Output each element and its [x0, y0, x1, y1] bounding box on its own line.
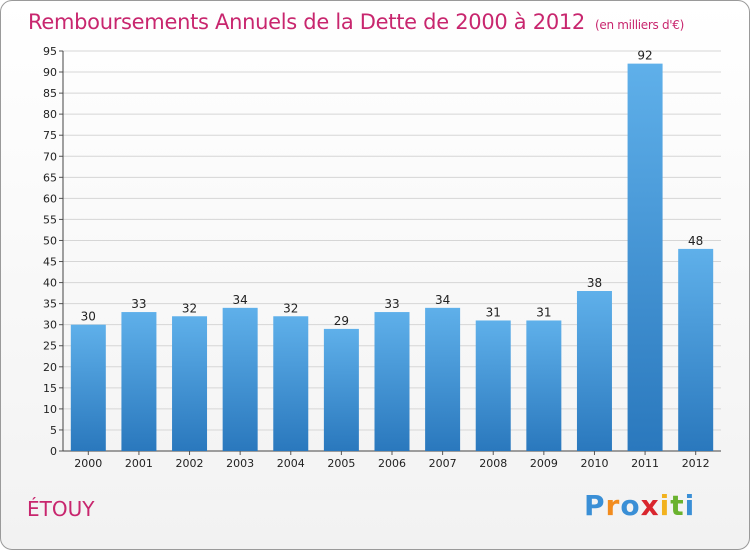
bar-value-label: 92: [637, 49, 652, 63]
logo-letter: i: [659, 489, 671, 522]
y-tick-label: 75: [43, 129, 57, 142]
bar-value-label: 32: [182, 301, 197, 315]
y-tick-label: 55: [43, 213, 57, 226]
bar: [121, 312, 157, 451]
x-tick-label: 2004: [277, 457, 305, 470]
bar: [323, 328, 359, 451]
x-tick-label: 2006: [378, 457, 406, 470]
logo-letter: i: [684, 489, 696, 522]
x-tick-label: 2009: [530, 457, 558, 470]
chart-title-text: Remboursements Annuels de la Dette de 20…: [28, 10, 585, 34]
logo-letter: o: [620, 489, 641, 522]
x-tick-label: 2002: [176, 457, 204, 470]
bar: [576, 291, 612, 451]
bar-value-label: 34: [435, 293, 450, 307]
bar: [172, 316, 208, 451]
y-tick-label: 95: [43, 45, 57, 58]
y-tick-label: 25: [43, 340, 57, 353]
chart-subtitle: (en milliers d'€): [595, 18, 685, 32]
bar: [273, 316, 309, 451]
bar-value-label: 32: [283, 301, 298, 315]
logo-letter: P: [584, 489, 606, 522]
x-tick-label: 2000: [74, 457, 102, 470]
x-tick-label: 2007: [429, 457, 457, 470]
x-tick-label: 2011: [631, 457, 659, 470]
bar: [678, 248, 714, 451]
commune-name: ÉTOUY: [27, 497, 95, 521]
bar: [526, 320, 562, 451]
y-tick-label: 45: [43, 256, 57, 269]
x-tick-label: 2010: [580, 457, 608, 470]
logo-letter: x: [640, 489, 660, 522]
x-tick-label: 2003: [226, 457, 254, 470]
bar: [70, 324, 106, 451]
bar: [425, 307, 461, 451]
bar: [627, 63, 663, 451]
y-tick-label: 20: [43, 361, 57, 374]
bar-value-label: 48: [688, 234, 703, 248]
x-tick-label: 2008: [479, 457, 507, 470]
bar-value-label: 33: [384, 297, 399, 311]
y-tick-label: 40: [43, 277, 57, 290]
bar: [222, 307, 258, 451]
bar-value-label: 29: [334, 314, 349, 328]
bar-value-label: 31: [486, 305, 501, 319]
x-tick-label: 2005: [327, 457, 355, 470]
y-tick-label: 10: [43, 403, 57, 416]
y-tick-label: 30: [43, 319, 57, 332]
y-tick-label: 65: [43, 171, 57, 184]
y-tick-label: 15: [43, 382, 57, 395]
y-tick-label: 70: [43, 150, 57, 163]
y-tick-label: 35: [43, 298, 57, 311]
chart-title: Remboursements Annuels de la Dette de 20…: [28, 10, 684, 34]
y-tick-label: 60: [43, 192, 57, 205]
y-tick-label: 0: [50, 445, 57, 458]
bar-value-label: 38: [587, 276, 602, 290]
bar-value-label: 34: [233, 293, 248, 307]
y-tick-label: 85: [43, 87, 57, 100]
bar-value-label: 30: [81, 310, 96, 324]
y-tick-label: 90: [43, 66, 57, 79]
x-tick-label: 2001: [125, 457, 153, 470]
bar-value-label: 33: [131, 297, 146, 311]
y-tick-label: 80: [43, 108, 57, 121]
bar: [374, 312, 410, 451]
x-tick-label: 2012: [682, 457, 710, 470]
y-tick-label: 50: [43, 234, 57, 247]
bar: [475, 320, 511, 451]
y-tick-label: 5: [50, 424, 57, 437]
logo-letter: r: [605, 489, 621, 522]
proxiti-logo[interactable]: Proxiti: [584, 489, 695, 522]
bar-value-label: 31: [536, 305, 551, 319]
logo-letter: t: [670, 489, 685, 522]
